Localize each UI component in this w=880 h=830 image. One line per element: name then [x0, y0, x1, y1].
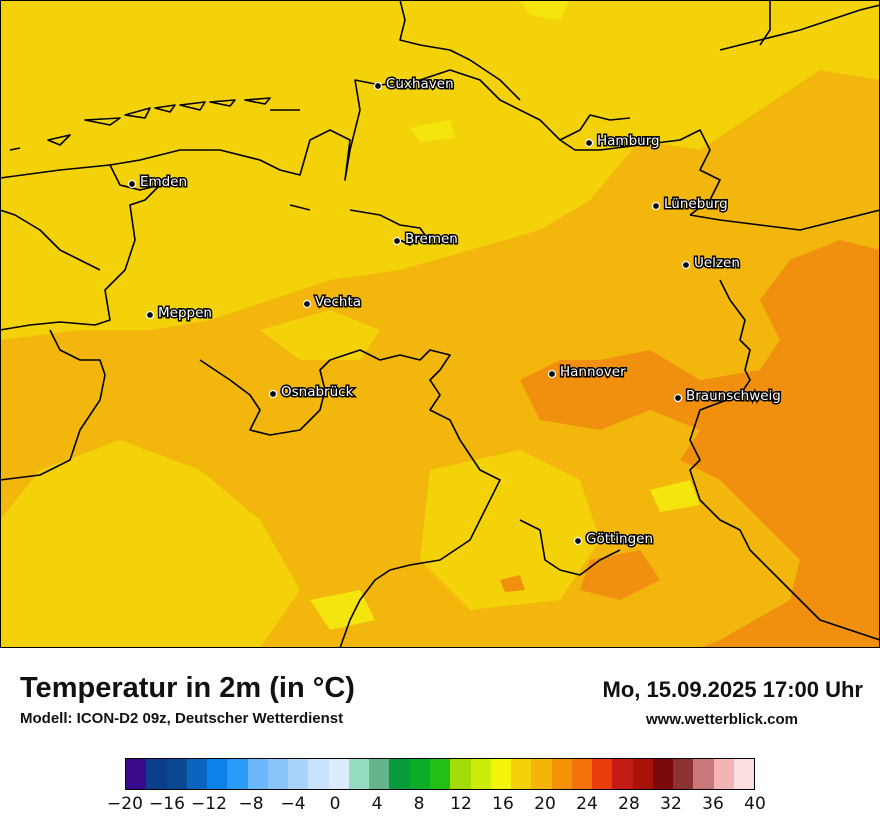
colorbar-tick-label: 32	[660, 794, 682, 814]
colorbar-swatch	[328, 759, 349, 789]
website-link[interactable]: www.wetterblick.com	[646, 711, 798, 728]
temperature-field-orange-east	[520, 240, 880, 648]
colorbar-swatch	[673, 759, 694, 789]
svg-text:Bremen: Bremen	[405, 231, 458, 247]
svg-text:Osnabrück: Osnabrück	[281, 384, 354, 400]
city-hamburg[interactable]: Hamburg	[584, 132, 661, 151]
colorbar-swatch	[511, 759, 532, 789]
colorbar-tick-label: 24	[576, 794, 598, 814]
temperature-colorbar	[125, 758, 755, 790]
colorbar-swatch	[227, 759, 248, 789]
colorbar-swatch	[389, 759, 410, 789]
city-lueneburg[interactable]: Lüneburg	[651, 195, 729, 214]
svg-text:Vechta: Vechta	[315, 294, 361, 310]
temperature-map: Cuxhaven Hamburg Emden Lüneburg Bremen U…	[0, 0, 880, 648]
colorbar-swatch	[348, 759, 370, 789]
temperature-field-orange-patches	[500, 550, 660, 600]
colorbar-tick-label: 12	[450, 794, 472, 814]
colorbar-swatch	[612, 759, 633, 789]
colorbar-swatch	[267, 759, 289, 789]
svg-text:Meppen: Meppen	[158, 305, 212, 321]
colorbar-swatch	[652, 759, 674, 789]
colorbar-swatch	[308, 759, 329, 789]
colorbar-swatch	[571, 759, 593, 789]
temperature-field-warm-north	[0, 0, 880, 340]
colorbar-swatch	[632, 759, 653, 789]
colorbar-swatch	[450, 759, 471, 789]
city-emden[interactable]: Emden	[127, 173, 189, 192]
colorbar-swatch	[733, 759, 755, 789]
colorbar-swatch	[713, 759, 734, 789]
colorbar-swatch	[490, 759, 512, 789]
svg-text:Hamburg: Hamburg	[597, 133, 660, 149]
colorbar-swatch	[247, 759, 268, 789]
colorbar-ticks: −20 −16 −12 −8 −4 0 4 8 12 16 20 24 28 32 36 40	[0, 794, 880, 818]
svg-text:Lüneburg: Lüneburg	[664, 196, 728, 212]
colorbar-tick-label: −4	[280, 794, 306, 814]
city-markers: Cuxhaven Hamburg Emden Lüneburg Bremen U…	[127, 75, 782, 549]
city-braunschweig[interactable]: Braunschweig	[673, 387, 782, 406]
colorbar-tick-label: 8	[413, 794, 425, 814]
colorbar-swatch	[146, 759, 167, 789]
svg-text:Emden: Emden	[140, 174, 187, 190]
colorbar-swatch	[288, 759, 309, 789]
city-uelzen[interactable]: Uelzen	[681, 254, 741, 273]
model-source: Modell: ICON-D2 09z, Deutscher Wetterdie…	[20, 710, 344, 727]
city-bremen[interactable]: Bremen	[392, 230, 459, 249]
temperature-field-northwest-lobe	[0, 200, 110, 300]
city-goettingen[interactable]: Göttingen	[573, 530, 655, 549]
city-meppen[interactable]: Meppen	[145, 304, 213, 323]
chart-title: Temperatur in 2m (in °C)	[20, 672, 355, 704]
colorbar-swatch	[409, 759, 430, 789]
colorbar-swatch	[531, 759, 552, 789]
coastline-and-borders	[0, 0, 880, 648]
colorbar-swatch	[551, 759, 572, 789]
colorbar-tick-label: 28	[618, 794, 640, 814]
city-vechta[interactable]: Vechta	[302, 293, 363, 312]
colorbar-swatch	[186, 759, 208, 789]
colorbar-tick-label: −12	[191, 794, 227, 814]
colorbar-swatch	[693, 759, 714, 789]
city-osnabrueck[interactable]: Osnabrück	[268, 383, 355, 402]
colorbar-tick-label: −8	[238, 794, 264, 814]
colorbar-swatch	[207, 759, 228, 789]
colorbar-tick-label: −16	[149, 794, 185, 814]
colorbar-swatch	[592, 759, 613, 789]
city-cuxhaven[interactable]: Cuxhaven	[373, 75, 455, 94]
svg-text:Göttingen: Göttingen	[586, 531, 653, 547]
colorbar-tick-label: 16	[492, 794, 514, 814]
svg-text:Hannover: Hannover	[560, 364, 626, 380]
colorbar-tick-label: −20	[107, 794, 143, 814]
colorbar-tick-label: 0	[329, 794, 341, 814]
colorbar-tick-label: 36	[702, 794, 724, 814]
svg-text:Cuxhaven: Cuxhaven	[386, 76, 454, 92]
svg-text:Braunschweig: Braunschweig	[686, 388, 781, 404]
colorbar-swatch	[470, 759, 491, 789]
temperature-field-south-patches	[0, 310, 600, 648]
colorbar-swatch	[166, 759, 187, 789]
colorbar-swatch	[429, 759, 451, 789]
forecast-datetime: Mo, 15.09.2025 17:00 Uhr	[602, 677, 863, 702]
colorbar-swatch	[369, 759, 390, 789]
svg-text:Uelzen: Uelzen	[694, 255, 740, 271]
city-hannover[interactable]: Hannover	[547, 363, 628, 382]
colorbar-tick-label: 4	[371, 794, 383, 814]
colorbar-swatch	[126, 759, 147, 789]
colorbar-tick-label: 20	[534, 794, 556, 814]
colorbar-tick-label: 40	[744, 794, 766, 814]
